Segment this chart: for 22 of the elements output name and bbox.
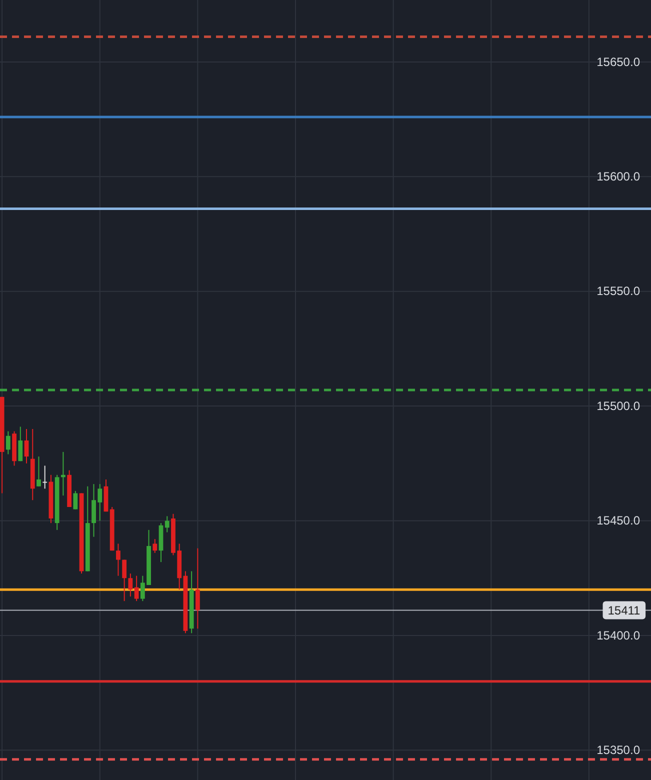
- y-tick-label: 15650.0: [596, 54, 640, 69]
- candlestick: [6, 430, 10, 455]
- candlestick: [128, 573, 133, 597]
- y-tick-label: 15450.0: [596, 514, 640, 528]
- candlestick: [152, 538, 158, 554]
- candlestick: [36, 456, 41, 487]
- candlestick: [134, 575, 139, 602]
- y-tick-label: 15600.0: [596, 169, 640, 184]
- y-tick-label: 15400.0: [596, 628, 640, 642]
- candlestick: [164, 516, 170, 533]
- ref-line-label: 15411: [608, 604, 641, 618]
- candlestick: [73, 490, 78, 510]
- y-tick-label: 15500.0: [596, 398, 640, 413]
- candlestick: [18, 426, 23, 462]
- candlestick: [116, 543, 120, 576]
- candlestick: [122, 559, 127, 602]
- candlestick: [24, 428, 29, 464]
- y-tick-label: 15550.0: [596, 284, 640, 298]
- candlestick: [60, 451, 66, 496]
- candlestick: [195, 548, 200, 630]
- y-tick-label: 15350.0: [596, 743, 640, 758]
- candlestick: [42, 465, 48, 490]
